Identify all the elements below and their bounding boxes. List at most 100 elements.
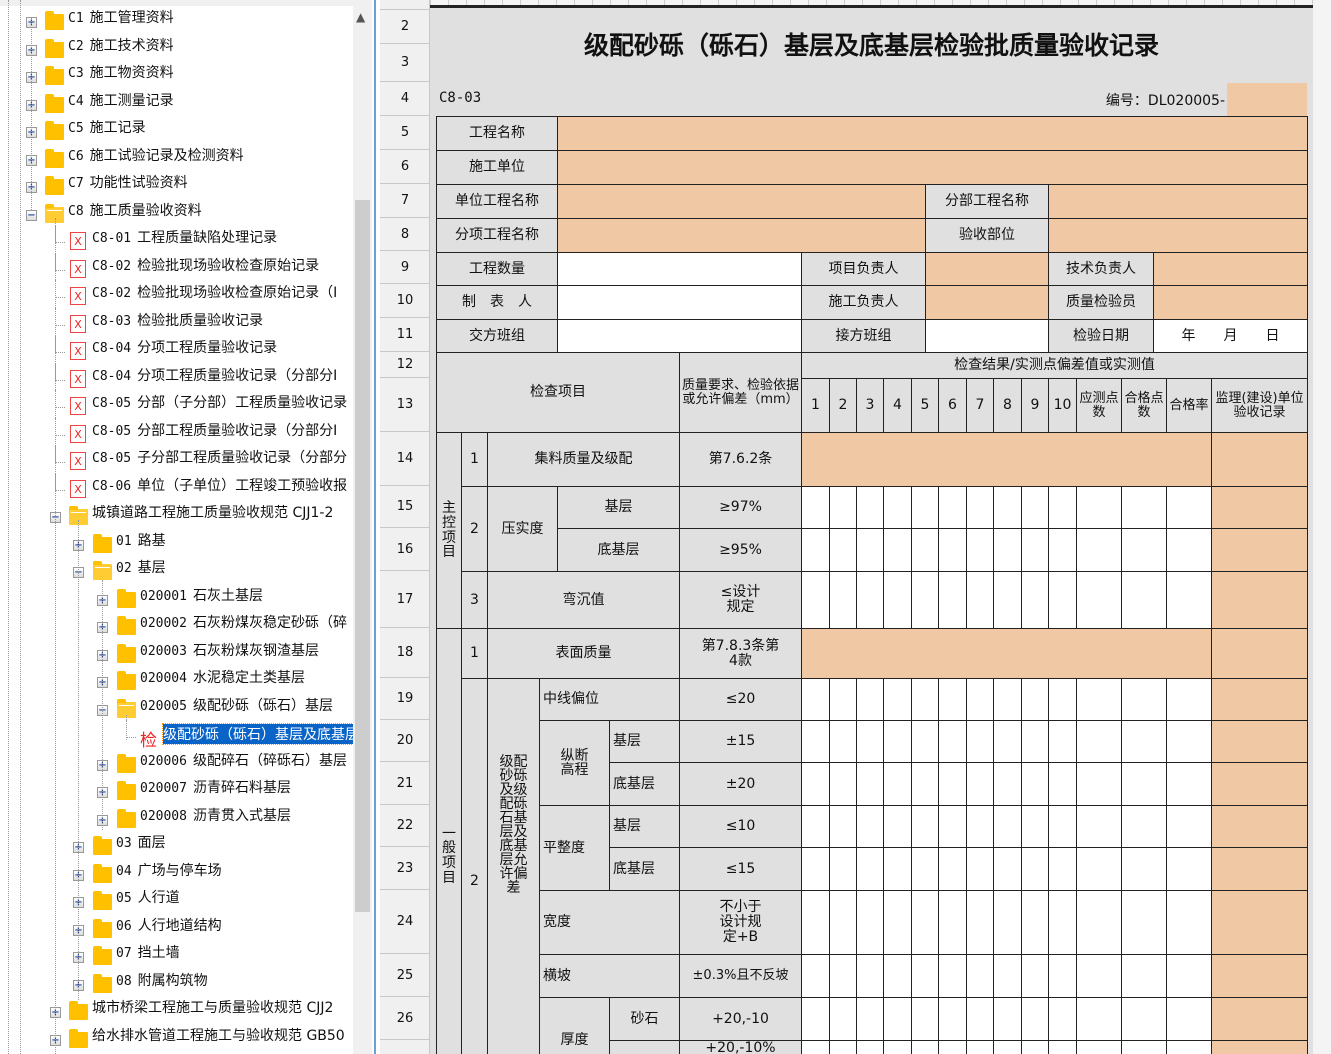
measure-input[interactable] [993, 997, 1022, 1041]
measure-input[interactable] [1166, 847, 1212, 891]
supervisor-input[interactable] [1210, 1040, 1309, 1054]
tree-item[interactable]: +06 人行地道结构 [0, 913, 353, 939]
measure-input[interactable] [856, 1040, 884, 1054]
measure-input[interactable] [966, 678, 994, 721]
measure-input[interactable] [829, 954, 857, 998]
tree-item[interactable]: + C3 施工物资资料 [0, 60, 353, 86]
tree-item[interactable]: X C8-04 分项工程质量验收记录 [0, 335, 353, 361]
measure-input[interactable] [1121, 528, 1167, 572]
measure-input[interactable] [911, 571, 939, 629]
measure-input[interactable] [883, 1040, 912, 1054]
tree-item[interactable]: +03 面层 [0, 830, 353, 856]
measure-input[interactable] [938, 847, 967, 891]
tree-item[interactable]: − C8 施工质量验收资料 [0, 198, 353, 224]
preparer-input[interactable] [557, 285, 802, 320]
measure-input[interactable] [1076, 997, 1122, 1041]
measure-input[interactable] [883, 890, 912, 955]
measure-input[interactable] [911, 805, 939, 848]
measure-input[interactable] [938, 805, 967, 848]
project-manager-input[interactable] [925, 252, 1049, 286]
row-header[interactable]: 12 [380, 352, 430, 378]
row-header[interactable] [380, 0, 430, 10]
measure-input[interactable] [1048, 486, 1077, 529]
measure-input[interactable] [1166, 997, 1212, 1041]
measure-input[interactable] [911, 720, 939, 763]
measure-input[interactable] [966, 720, 994, 763]
tree-item[interactable]: + C2 施工技术资料 [0, 33, 353, 59]
measure-input[interactable] [1166, 762, 1212, 806]
measure-input[interactable] [1121, 997, 1167, 1041]
quantity-input[interactable] [557, 252, 802, 286]
measure-input[interactable] [1076, 762, 1122, 806]
measure-input[interactable] [856, 528, 884, 572]
measure-input[interactable] [801, 678, 830, 721]
measure-input[interactable] [856, 890, 884, 955]
row-header[interactable]: 8 [380, 218, 430, 251]
measure-input[interactable] [1166, 486, 1212, 529]
measure-input[interactable] [883, 486, 912, 529]
row-header[interactable]: 11 [380, 318, 430, 352]
measure-input[interactable] [1048, 997, 1077, 1041]
acceptance-part-input[interactable] [1047, 218, 1309, 253]
measure-input[interactable] [883, 571, 912, 629]
measure-input[interactable] [801, 890, 830, 955]
measure-input[interactable] [966, 847, 994, 891]
measure-input[interactable] [1121, 847, 1167, 891]
measure-input[interactable] [856, 805, 884, 848]
row-header[interactable]: 20 [380, 720, 430, 762]
measure-input[interactable] [883, 997, 912, 1041]
tree-item[interactable]: +020002 石灰粉煤灰稳定砂砾（碎 [0, 610, 353, 636]
tree-item[interactable]: −020005 级配砂砾（砾石）基层 [0, 693, 353, 719]
collapse-icon[interactable]: − [26, 209, 37, 221]
tree-item[interactable]: + C7 功能性试验资料 [0, 170, 353, 196]
tree-item[interactable]: +05 人行道 [0, 885, 353, 911]
tree-item[interactable]: 检级配砂砾（砾石）基层及底基层 [0, 720, 353, 751]
tree-item[interactable]: X C8-02 检验批现场验收检查原始记录（I [0, 280, 353, 306]
measure-input[interactable] [1121, 762, 1167, 806]
row-header[interactable]: 26 [380, 997, 430, 1040]
measure-input[interactable] [911, 678, 939, 721]
measure-input[interactable] [801, 528, 830, 572]
tree-item[interactable]: −02 基层 [0, 555, 353, 581]
form-number-input[interactable] [1227, 83, 1307, 116]
measure-input[interactable] [801, 762, 830, 806]
measure-input[interactable] [856, 847, 884, 891]
row-header[interactable]: 24 [380, 890, 430, 954]
tree-item[interactable]: +020007 沥青碎石料基层 [0, 775, 353, 801]
measure-input[interactable] [856, 720, 884, 763]
measure-input[interactable] [1076, 528, 1122, 572]
measure-input[interactable] [1048, 528, 1077, 572]
measure-input[interactable] [856, 762, 884, 806]
measure-input[interactable] [829, 720, 857, 763]
measure-input[interactable] [1121, 486, 1167, 529]
tree-item[interactable]: +020004 水泥稳定土类基层 [0, 665, 353, 691]
measure-input[interactable] [911, 847, 939, 891]
measure-input[interactable] [883, 847, 912, 891]
measure-input[interactable] [1021, 486, 1049, 529]
measure-input[interactable] [1021, 890, 1049, 955]
measure-input[interactable] [938, 1040, 967, 1054]
measure-input[interactable] [883, 762, 912, 806]
supervisor-input[interactable] [1210, 720, 1309, 763]
supervisor-input[interactable] [1210, 571, 1309, 629]
measure-input[interactable] [1076, 847, 1122, 891]
measure-input[interactable] [1121, 571, 1167, 629]
measure-input[interactable] [993, 486, 1022, 529]
row-header[interactable]: 14 [380, 432, 430, 486]
measure-input[interactable] [883, 805, 912, 848]
measure-input[interactable] [1076, 486, 1122, 529]
measure-input[interactable] [938, 571, 967, 629]
measure-input[interactable] [938, 486, 967, 529]
tree-item[interactable]: X C8-03 检验批质量验收记录 [0, 307, 353, 334]
handover-team-input[interactable] [557, 319, 802, 354]
pane-splitter[interactable] [374, 0, 378, 1054]
measure-input[interactable] [1021, 528, 1049, 572]
result-input[interactable] [801, 432, 1212, 487]
measure-input[interactable] [911, 1040, 939, 1054]
supervisor-input[interactable] [1210, 486, 1309, 529]
supervisor-input[interactable] [1210, 762, 1309, 806]
supervisor-input[interactable] [1210, 678, 1309, 721]
measure-input[interactable] [1076, 1040, 1122, 1054]
row-header[interactable]: 2 [380, 10, 430, 44]
measure-input[interactable] [993, 762, 1022, 806]
